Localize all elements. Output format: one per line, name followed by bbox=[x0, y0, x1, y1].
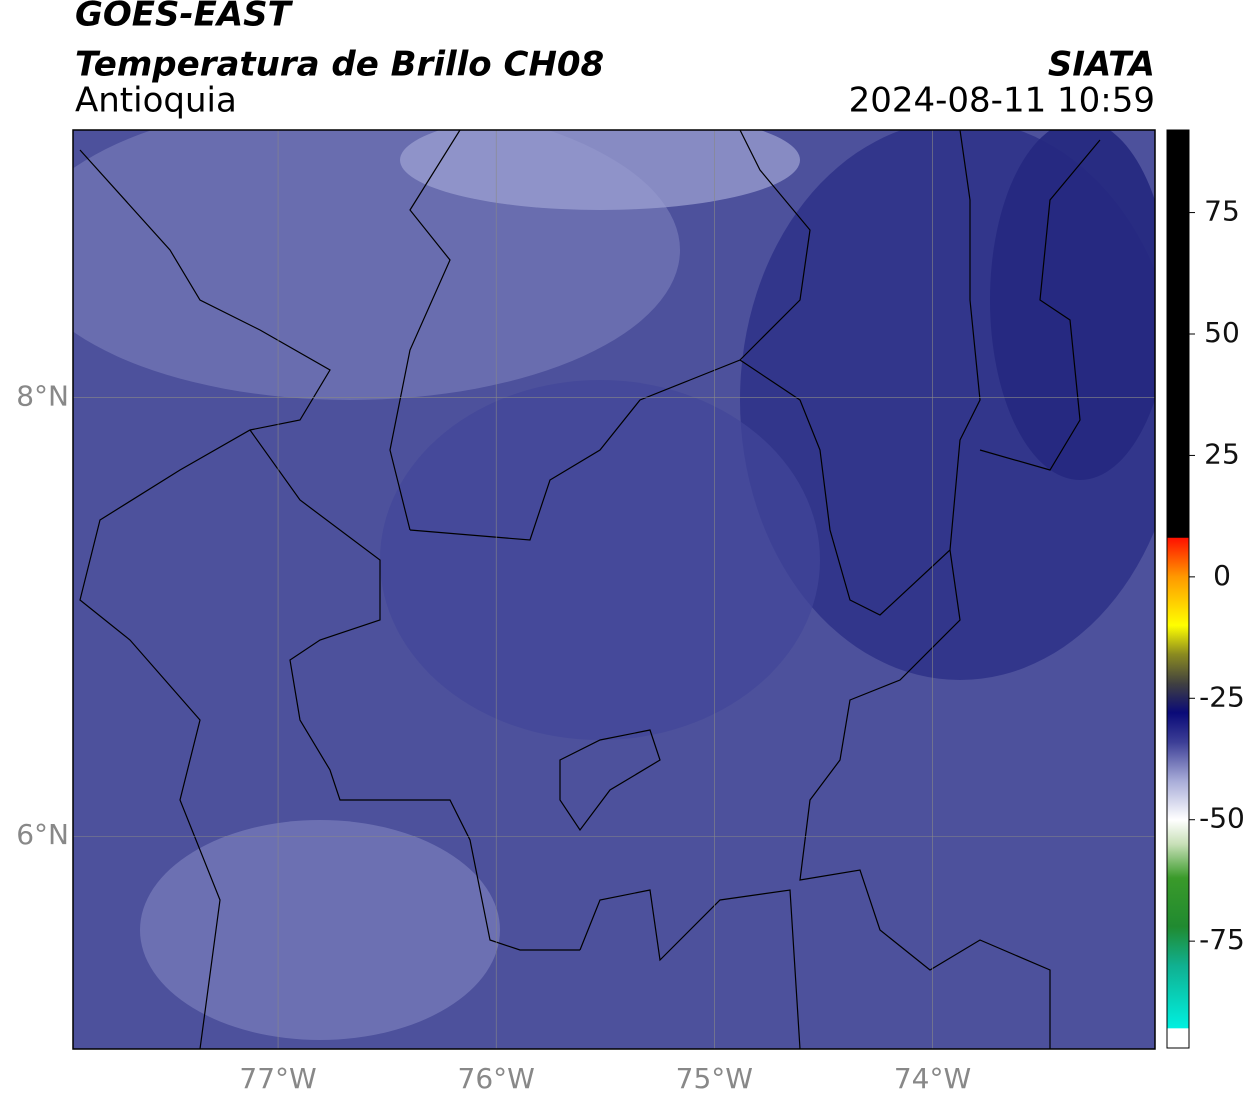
region: Antioquia bbox=[75, 81, 237, 121]
subtitle: Temperatura de Brillo CH08 bbox=[75, 45, 604, 85]
colorbar-tick-label: 50 bbox=[1204, 316, 1240, 349]
x-tick-label: 77°W bbox=[239, 1062, 316, 1095]
colorbar-tick-label: 25 bbox=[1204, 437, 1240, 470]
colorbar-tick-label: -75 bbox=[1199, 923, 1245, 956]
x-tick-label: 76°W bbox=[458, 1062, 535, 1095]
colorbar-tick-label: 0 bbox=[1213, 559, 1231, 592]
y-tick-label: 6°N bbox=[16, 818, 69, 851]
colorbar-tick-label: -25 bbox=[1199, 680, 1245, 713]
datetime: 2024-08-11 10:59 bbox=[849, 81, 1155, 121]
colorbar bbox=[1166, 129, 1190, 1049]
satellite-image bbox=[73, 130, 1155, 1049]
map-frame bbox=[72, 129, 1156, 1050]
colorbar-tick-label: -50 bbox=[1199, 802, 1245, 835]
x-tick-label: 74°W bbox=[894, 1062, 971, 1095]
colorbar-tick-label: 75 bbox=[1204, 195, 1240, 228]
source: SIATA bbox=[1048, 45, 1155, 85]
title: GOES-EAST bbox=[75, 0, 294, 35]
y-tick-label: 8°N bbox=[16, 380, 69, 413]
x-tick-label: 75°W bbox=[676, 1062, 753, 1095]
